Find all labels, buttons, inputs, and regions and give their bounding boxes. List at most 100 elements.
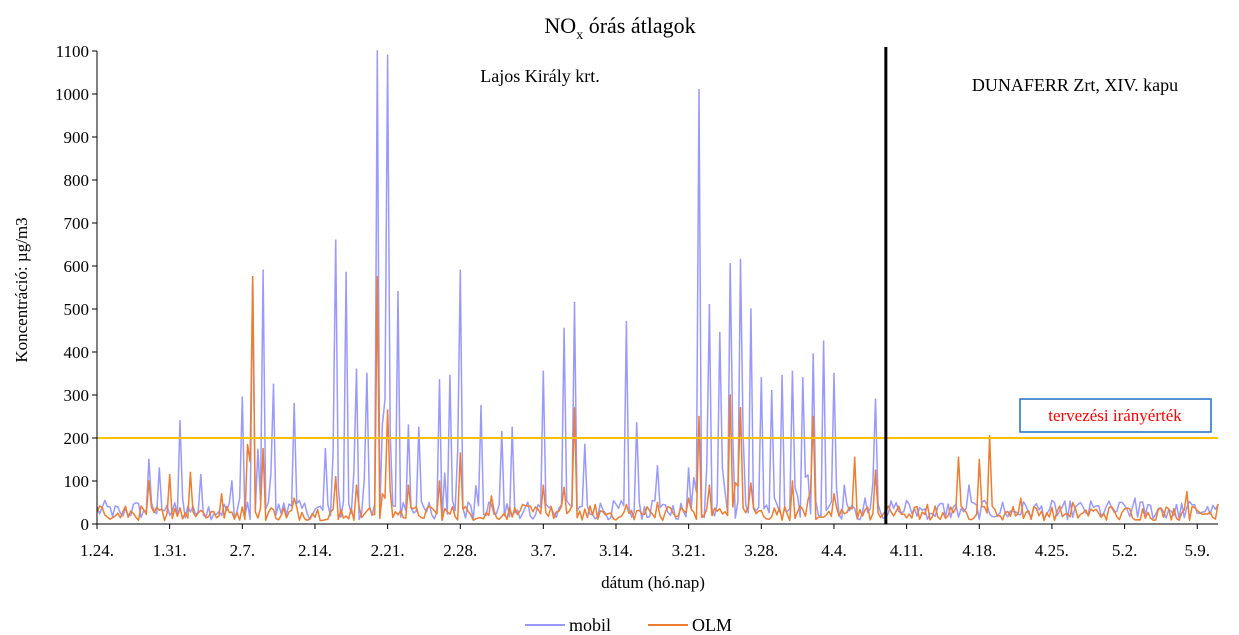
data-point-mobil [584,443,586,446]
data-point-olm [708,484,711,487]
data-point-mobil [573,301,576,304]
data-point-olm [1217,503,1219,506]
data-point-mobil [563,327,565,330]
data-point-olm [220,493,223,495]
x-tick-label: 1.31. [153,541,187,560]
data-point-mobil [1061,506,1064,508]
data-point-olm [874,469,877,472]
data-point-olm [521,503,524,506]
data-point-olm [812,415,814,418]
data-point-olm [895,510,897,512]
x-tick-label: 5.9. [1184,541,1210,560]
x-tick-label: 3.14. [599,541,633,560]
data-point-mobil [812,353,814,355]
data-point-olm [386,409,389,411]
data-point-mobil [459,269,462,272]
y-tick-label: 500 [64,300,90,319]
data-point-olm [853,456,856,459]
data-point-olm [459,452,462,454]
data-point-olm [988,435,991,437]
data-point-olm [625,503,628,506]
data-point-mobil [1175,503,1178,506]
data-point-olm [376,276,379,278]
y-tick-label: 600 [64,257,90,276]
data-point-olm [334,475,337,478]
data-point-mobil [708,303,711,306]
series-layer [96,50,1219,522]
data-point-olm [594,503,596,506]
data-point-mobil [968,484,970,487]
data-point-mobil [418,426,420,429]
data-point-olm [438,480,441,482]
data-point-mobil [386,54,389,57]
data-point-mobil [262,269,264,272]
x-axis-ticks: 1.24. 1.31. 2.7. 2.14. 2.21. 2.28. 3.7. 3.14. 3.… [80,524,1210,560]
data-point-olm [656,501,659,504]
y-tick-label: 400 [64,343,90,362]
annotation-dunaferr: DUNAFERR Zrt, XIV. kapu [972,75,1178,95]
data-point-mobil [438,379,441,381]
data-point-olm [729,394,731,396]
y-tick-label: 800 [64,171,90,190]
chart-title-subscript: x [576,28,583,43]
data-point-mobil [241,396,244,398]
data-point-olm [355,484,358,487]
data-point-mobil [874,398,877,401]
data-point-mobil [729,263,731,265]
data-point-mobil [1009,510,1012,512]
data-point-olm [490,495,493,497]
data-point-olm [262,448,264,450]
x-axis-title: dátum (hó.nap) [601,573,705,592]
data-point-mobil [760,377,763,379]
data-point-mobil [843,484,846,487]
data-point-mobil [781,374,783,377]
data-point-mobil [480,405,482,407]
data-point-mobil [397,291,399,293]
data-point-mobil [750,308,752,310]
data-point-olm [1123,508,1126,510]
data-point-mobil [1206,506,1209,508]
data-point-mobil [864,497,866,500]
data-point-olm [563,486,565,489]
data-point-olm [791,480,794,482]
x-tick-label: 2.28. [443,541,477,560]
x-tick-label: 2.7. [230,541,256,560]
data-point-mobil [656,465,659,467]
data-point-olm [739,407,742,409]
data-point-olm [926,503,929,506]
data-point-olm [573,407,576,409]
data-point-mobil [158,467,161,469]
data-point-mobil [148,458,150,461]
x-tick-label: 2.21. [371,541,405,560]
data-point-mobil [449,374,451,377]
data-point-mobil [407,424,410,426]
data-point-olm [148,480,150,482]
data-point-olm [957,456,960,459]
data-point-olm [978,458,981,461]
x-tick-label: 3.28. [744,541,778,560]
data-point-mobil [802,377,804,379]
data-point-mobil [905,499,908,502]
data-point-mobil [1134,497,1136,500]
data-point-mobil [698,88,700,91]
y-axis-title: Koncentráció: µg/m3 [12,217,31,362]
chart-title-rest: órás átlagok [583,13,695,38]
data-point-olm [117,512,119,515]
data-point-mobil [687,467,690,469]
legend-label-olm: OLM [692,615,732,635]
legend: mobil OLM [525,615,732,635]
annotation-lajos-kiraly: Lajos Király krt. [480,66,599,86]
y-tick-label: 200 [64,429,90,448]
x-tick-label: 4.18. [962,541,996,560]
data-point-olm [687,497,690,500]
series-line-mobil [96,50,1219,521]
chart-title-main: NO [544,13,576,38]
data-point-mobil [635,422,638,424]
data-point-olm [1020,497,1022,500]
data-point-mobil [937,506,939,508]
data-point-olm [1186,491,1188,493]
data-point-olm [168,473,171,476]
data-point-mobil [833,372,835,375]
data-point-mobil [822,340,825,343]
